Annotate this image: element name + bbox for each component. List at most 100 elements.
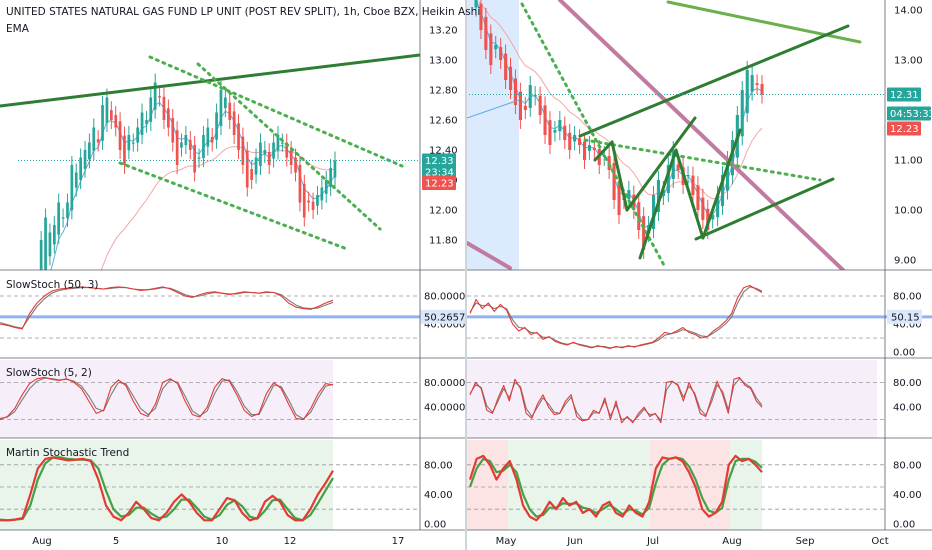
candle-body xyxy=(281,142,284,144)
candle-body xyxy=(711,215,715,220)
y-tick-label: 12.80 xyxy=(429,86,458,97)
y-tick-label: 13.20 xyxy=(429,26,458,37)
candle-body xyxy=(224,97,227,109)
candle-body xyxy=(92,127,96,151)
candle-body xyxy=(153,82,157,110)
band-fill xyxy=(0,360,333,438)
zigzag xyxy=(701,128,742,240)
y-tick-label: 40.0000 xyxy=(424,320,465,331)
candle-body xyxy=(215,112,218,140)
x-tick-label: 17 xyxy=(392,536,405,547)
candle-body xyxy=(716,195,720,218)
x-tick-label: 10 xyxy=(216,536,229,547)
candle-body xyxy=(696,185,700,210)
series-line-left-fast xyxy=(0,286,334,330)
zigzag xyxy=(638,148,678,260)
y-tick-label: 40.00 xyxy=(893,403,922,414)
candle-body xyxy=(285,142,289,158)
candle-body xyxy=(254,157,258,175)
ref-badge-label: 50.2657 xyxy=(424,312,465,323)
y-tick-label: 80.00 xyxy=(893,378,922,389)
band-fill xyxy=(650,440,730,530)
y-tick-label: 80.00 xyxy=(893,292,922,303)
candle-body xyxy=(162,96,166,120)
candle-body xyxy=(701,197,705,220)
candle-body xyxy=(276,135,280,151)
candle-body xyxy=(219,90,223,127)
candle-body xyxy=(48,232,52,257)
candle-body xyxy=(652,195,656,229)
candle-body xyxy=(197,157,201,159)
candle-body xyxy=(245,150,249,188)
candle-body xyxy=(96,139,100,143)
candle-body xyxy=(721,175,725,207)
candle-body xyxy=(250,169,253,180)
candle-body xyxy=(740,90,744,137)
y-tick-label: 0.00 xyxy=(893,348,915,359)
candle-body xyxy=(127,135,131,151)
ascending-channel-top xyxy=(578,24,850,138)
candle-body xyxy=(706,208,710,230)
candle-body xyxy=(206,127,210,147)
highlight-region xyxy=(467,0,519,270)
chart-title: UNITED STATES NATURAL GAS FUND LP UNIT (… xyxy=(6,6,480,18)
candle-body xyxy=(180,142,183,148)
dotted-horizontal xyxy=(583,138,822,182)
candle-body xyxy=(131,142,135,144)
candle-body xyxy=(489,33,493,65)
candle-body xyxy=(558,120,562,132)
candle-body xyxy=(272,142,275,159)
candle-body xyxy=(745,70,749,114)
candle-body xyxy=(523,105,527,110)
indicator-label-ema: EMA xyxy=(6,23,30,35)
candle-body xyxy=(44,217,47,270)
left-price-panel[interactable]: 13.2013.0012.8012.6012.4012.2012.0011.80… xyxy=(0,26,458,460)
candle-body xyxy=(105,97,109,123)
x-tick-label: Oct xyxy=(871,536,888,547)
candle-body xyxy=(320,187,324,201)
candle-body xyxy=(88,142,91,160)
y-tick-label: 40.00 xyxy=(893,320,922,331)
candle-body xyxy=(316,195,319,206)
candle-body xyxy=(228,102,232,120)
ema-slow-line xyxy=(100,146,336,270)
candle-body xyxy=(114,115,118,128)
candle-body xyxy=(79,157,82,181)
y-tick-label: 40.0000 xyxy=(424,403,465,414)
price-badge xyxy=(422,176,456,190)
y-tick-label: 12.60 xyxy=(429,116,458,127)
candle-body xyxy=(656,180,660,212)
indicator-name: Martin Stochastic Trend xyxy=(6,447,129,459)
candle-body xyxy=(617,181,621,215)
candle-body xyxy=(149,97,153,122)
candle-body xyxy=(329,168,332,187)
y-tick-label: 40.00 xyxy=(424,490,453,501)
wedge-dotted xyxy=(196,62,382,231)
ema-slow-line xyxy=(475,0,763,200)
y-tick-label: 11.00 xyxy=(894,156,923,167)
candle-body xyxy=(637,202,641,230)
candle-body xyxy=(484,16,488,50)
indicator-name: SlowStoch (50, 3) xyxy=(6,279,98,291)
candle-body xyxy=(171,117,175,143)
candle-body xyxy=(686,175,690,177)
right-price-panel[interactable]: 14.0013.0012.0011.0010.009.0012.3104:53:… xyxy=(466,0,932,270)
candle-body xyxy=(627,190,631,200)
candle-body xyxy=(302,183,306,218)
x-tick-label: Jul xyxy=(646,536,659,547)
candle-body xyxy=(509,66,513,90)
candle-body xyxy=(504,53,508,80)
x-tick-label: 5 xyxy=(113,536,119,547)
candle-body xyxy=(118,121,122,150)
oscillator-panels[interactable]: SlowStoch (50, 3) 80.0000 40.0000 80.00 40.0… xyxy=(0,279,932,531)
candle-body xyxy=(123,135,126,165)
candle-body xyxy=(333,160,337,178)
x-tick-label: Jun xyxy=(566,536,583,547)
channel-lower-dotted xyxy=(118,161,349,251)
candle-body xyxy=(210,137,214,143)
candle-body xyxy=(267,152,271,165)
price-badge-label: 12.23 xyxy=(425,179,454,190)
zigzag xyxy=(593,140,614,162)
candle-body xyxy=(175,130,179,165)
